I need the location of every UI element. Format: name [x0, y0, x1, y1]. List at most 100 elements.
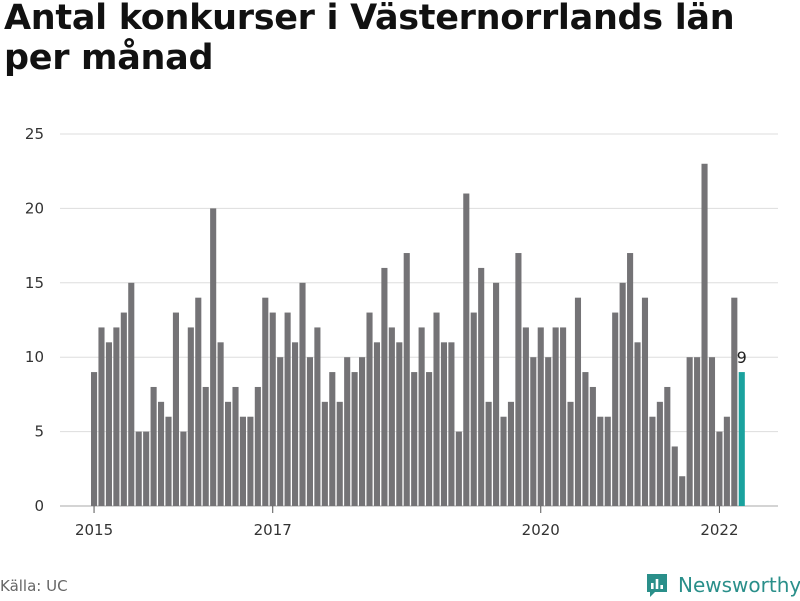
- bar-highlight: [738, 372, 745, 506]
- bar: [641, 297, 649, 506]
- bar: [716, 431, 723, 506]
- bar: [396, 342, 403, 506]
- bar: [403, 253, 410, 506]
- bar: [411, 372, 418, 506]
- x-tick-label: 2015: [75, 521, 113, 539]
- bar: [671, 446, 678, 506]
- bar: [530, 357, 537, 506]
- bar: [589, 386, 596, 506]
- bar: [597, 416, 604, 506]
- bar: [366, 312, 373, 506]
- y-tick-label: 15: [25, 274, 44, 292]
- y-tick-label: 20: [25, 199, 44, 217]
- bar: [284, 312, 291, 506]
- bar: [656, 401, 663, 506]
- bar: [373, 342, 381, 506]
- bar: [299, 282, 306, 506]
- bar: [627, 253, 634, 506]
- bar: [381, 267, 388, 506]
- x-axis: 2015 2017 2020 2022: [75, 506, 739, 539]
- bar: [91, 372, 98, 506]
- bar: [269, 312, 276, 506]
- y-tick-label: 25: [25, 125, 44, 143]
- bar: [560, 327, 567, 506]
- bar: [686, 357, 693, 506]
- bar: [634, 342, 641, 506]
- bar: [128, 282, 135, 506]
- bar: [612, 312, 619, 506]
- bar: [485, 401, 492, 506]
- bar: [98, 327, 105, 506]
- y-tick-label: 5: [34, 423, 44, 441]
- bar: [247, 416, 254, 506]
- bar: [537, 327, 544, 506]
- bar: [321, 401, 328, 506]
- bar: [113, 327, 120, 506]
- bar: [418, 327, 425, 506]
- bar: [463, 193, 470, 506]
- bar: [507, 401, 515, 506]
- last-value-label: 9: [737, 348, 747, 367]
- source-note: Källa: UC: [0, 577, 68, 595]
- bar: [292, 342, 299, 506]
- bar-chart: 0 5 10 15 20 25 2015 2017 2020 2022 9: [25, 125, 778, 539]
- y-tick-label: 10: [25, 348, 44, 366]
- bar: [455, 431, 462, 506]
- bar: [694, 357, 701, 506]
- bar: [306, 357, 313, 506]
- bar: [604, 416, 611, 506]
- bar: [545, 357, 552, 506]
- bar: [351, 372, 358, 506]
- bar: [522, 327, 529, 506]
- brand-logo[interactable]: Newsworthy: [645, 569, 800, 601]
- bar: [195, 297, 202, 506]
- bar: [210, 208, 217, 506]
- bar: [433, 312, 440, 506]
- bar: [574, 297, 582, 506]
- bar: [500, 416, 507, 506]
- bar: [314, 327, 321, 506]
- x-tick-label: 2022: [700, 521, 738, 539]
- bar: [567, 401, 574, 506]
- y-tick-label: 0: [34, 497, 44, 515]
- bar: [232, 386, 239, 506]
- bar: [388, 327, 395, 506]
- bar: [217, 342, 224, 506]
- chart-title: Antal konkurser i Västernorrlands län pe…: [4, 0, 735, 78]
- brand-name: Newsworthy: [678, 573, 800, 597]
- x-tick-label: 2020: [522, 521, 560, 539]
- bar: [225, 401, 232, 506]
- bar: [336, 401, 343, 506]
- bar: [135, 431, 142, 506]
- newsworthy-icon: [647, 574, 667, 597]
- bar: [150, 386, 157, 506]
- bar: [158, 401, 165, 506]
- bar: [344, 357, 351, 506]
- y-tick-labels: 0 5 10 15 20 25: [25, 125, 44, 515]
- bar: [180, 431, 187, 506]
- bar: [187, 327, 194, 506]
- bar: [515, 253, 522, 506]
- bar: [649, 416, 656, 506]
- bar: [329, 372, 336, 506]
- data-labels: 9: [737, 348, 747, 367]
- bar: [679, 476, 686, 506]
- bar: [478, 267, 485, 506]
- bar: [105, 342, 112, 506]
- bar: [708, 357, 716, 506]
- bar: [359, 357, 366, 506]
- bar: [143, 431, 150, 506]
- bar: [440, 342, 448, 506]
- bar: [120, 312, 127, 506]
- bar: [723, 416, 730, 506]
- bar: [664, 386, 671, 506]
- bar: [254, 386, 261, 506]
- bar: [426, 372, 433, 506]
- bar: [582, 372, 589, 506]
- bar: [619, 282, 626, 506]
- bar: [202, 386, 209, 506]
- bar: [262, 297, 269, 506]
- bar: [239, 416, 246, 506]
- bar: [277, 357, 284, 506]
- bar: [172, 312, 179, 506]
